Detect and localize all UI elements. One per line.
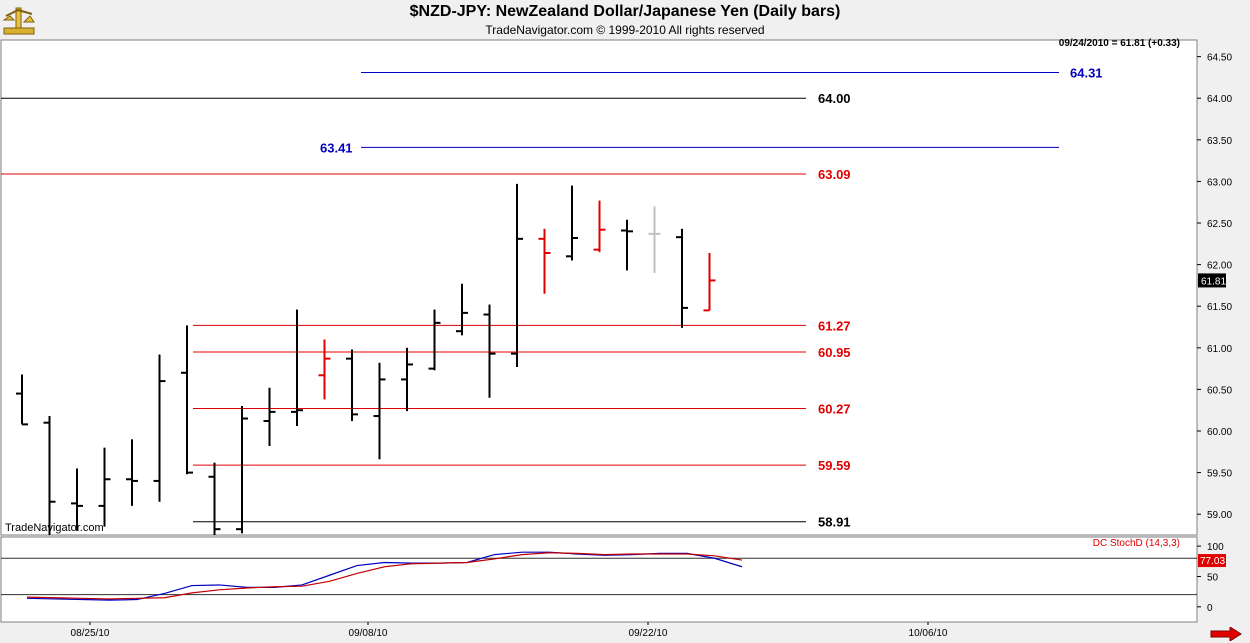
ohlc-bar (566, 185, 578, 261)
level-label-60-27: 60.27 (818, 402, 851, 417)
ohlc-bar (538, 228, 551, 294)
stochastic-value-box (1198, 554, 1226, 568)
price-axis-tick-label: 59.00 (1207, 510, 1232, 521)
scroll-right-arrow-icon[interactable] (1210, 627, 1242, 641)
stochastic-k-line (26, 551, 743, 601)
stochastic-axis-tick-label: 50 (1207, 572, 1219, 583)
level-label-59-59: 59.59 (818, 458, 851, 473)
price-axis-tick-label: 64.50 (1207, 53, 1232, 64)
watermark: TradeNavigator.com (5, 522, 104, 534)
ohlc-bar (676, 228, 688, 328)
ohlc-bar (153, 354, 166, 502)
last-price-label: 61.81 (1201, 276, 1226, 287)
copyright-subtitle: TradeNavigator.com © 1999-2010 All right… (485, 23, 765, 37)
stochastic-d-line (26, 552, 743, 600)
stochastic-axis-tick-label: 0 (1207, 603, 1213, 614)
date-axis-label: 08/25/10 (71, 628, 110, 639)
price-axis-tick-label: 60.00 (1207, 427, 1232, 438)
ohlc-bars (16, 183, 716, 535)
ohlc-bar (648, 206, 661, 273)
stochastic-value-label: 77.03 (1200, 556, 1225, 567)
ohlc-bar (401, 347, 413, 412)
price-axis-tick-label: 62.50 (1207, 219, 1232, 230)
date-axis-label: 10/06/10 (909, 628, 948, 639)
ohlc-bar (593, 200, 606, 253)
ohlc-bar (208, 462, 221, 535)
level-label-61-27: 61.27 (818, 318, 851, 333)
ohlc-bar (16, 374, 28, 426)
price-axis-tick-label: 64.00 (1207, 94, 1232, 105)
ohlc-bar (263, 387, 276, 446)
ohlc-bar (43, 416, 56, 535)
level-label-63-41: 63.41 (320, 140, 353, 155)
price-axis-tick-label: 63.00 (1207, 177, 1232, 188)
ohlc-bar (126, 439, 138, 506)
price-axis-tick-label: 59.50 (1207, 469, 1232, 480)
ohlc-bar (483, 304, 496, 398)
last-price-box (1198, 273, 1226, 288)
ohlc-bar (456, 283, 468, 336)
price-axis-tick-label: 62.00 (1207, 261, 1232, 272)
ohlc-bar (621, 219, 633, 271)
price-panel (0, 39, 1198, 536)
date-axis-label: 09/08/10 (349, 628, 388, 639)
trade-navigator-logo-icon[interactable] (2, 2, 36, 36)
price-axis-tick-label: 63.50 (1207, 136, 1232, 147)
level-label-64-31: 64.31 (1070, 65, 1103, 80)
level-label-63-09: 63.09 (818, 167, 851, 182)
ohlc-bar (291, 309, 303, 427)
ohlc-bar (428, 309, 441, 371)
ohlc-bar (71, 468, 83, 531)
ohlc-bar (318, 339, 331, 400)
stochastic-axis-tick-label: 100 (1207, 542, 1224, 553)
price-axis-tick-label: 61.00 (1207, 344, 1232, 355)
level-label-64-00: 64.00 (818, 91, 851, 106)
ohlc-bar (346, 349, 358, 422)
ohlc-bar (511, 183, 523, 367)
level-label-60-95: 60.95 (818, 345, 851, 360)
ohlc-bar (373, 362, 386, 460)
ohlc-bar (703, 252, 716, 312)
ohlc-bar (98, 447, 111, 527)
date-axis-label: 09/22/10 (629, 628, 668, 639)
ohlc-bar (181, 325, 193, 475)
stochastic-indicator-title: DC StochD (14,3,3) (1092, 538, 1180, 549)
level-label-58-91: 58.91 (818, 515, 851, 530)
price-axis-tick-label: 60.50 (1207, 385, 1232, 396)
price-axis-tick-label: 61.50 (1207, 302, 1232, 313)
chart-title: $NZD-JPY: NewZealand Dollar/Japanese Yen… (409, 3, 841, 20)
stochastic-panel (0, 536, 1198, 623)
last-price-readout: 09/24/2010 = 61.81 (+0.33) (1058, 38, 1180, 49)
ohlc-bar (236, 406, 248, 534)
